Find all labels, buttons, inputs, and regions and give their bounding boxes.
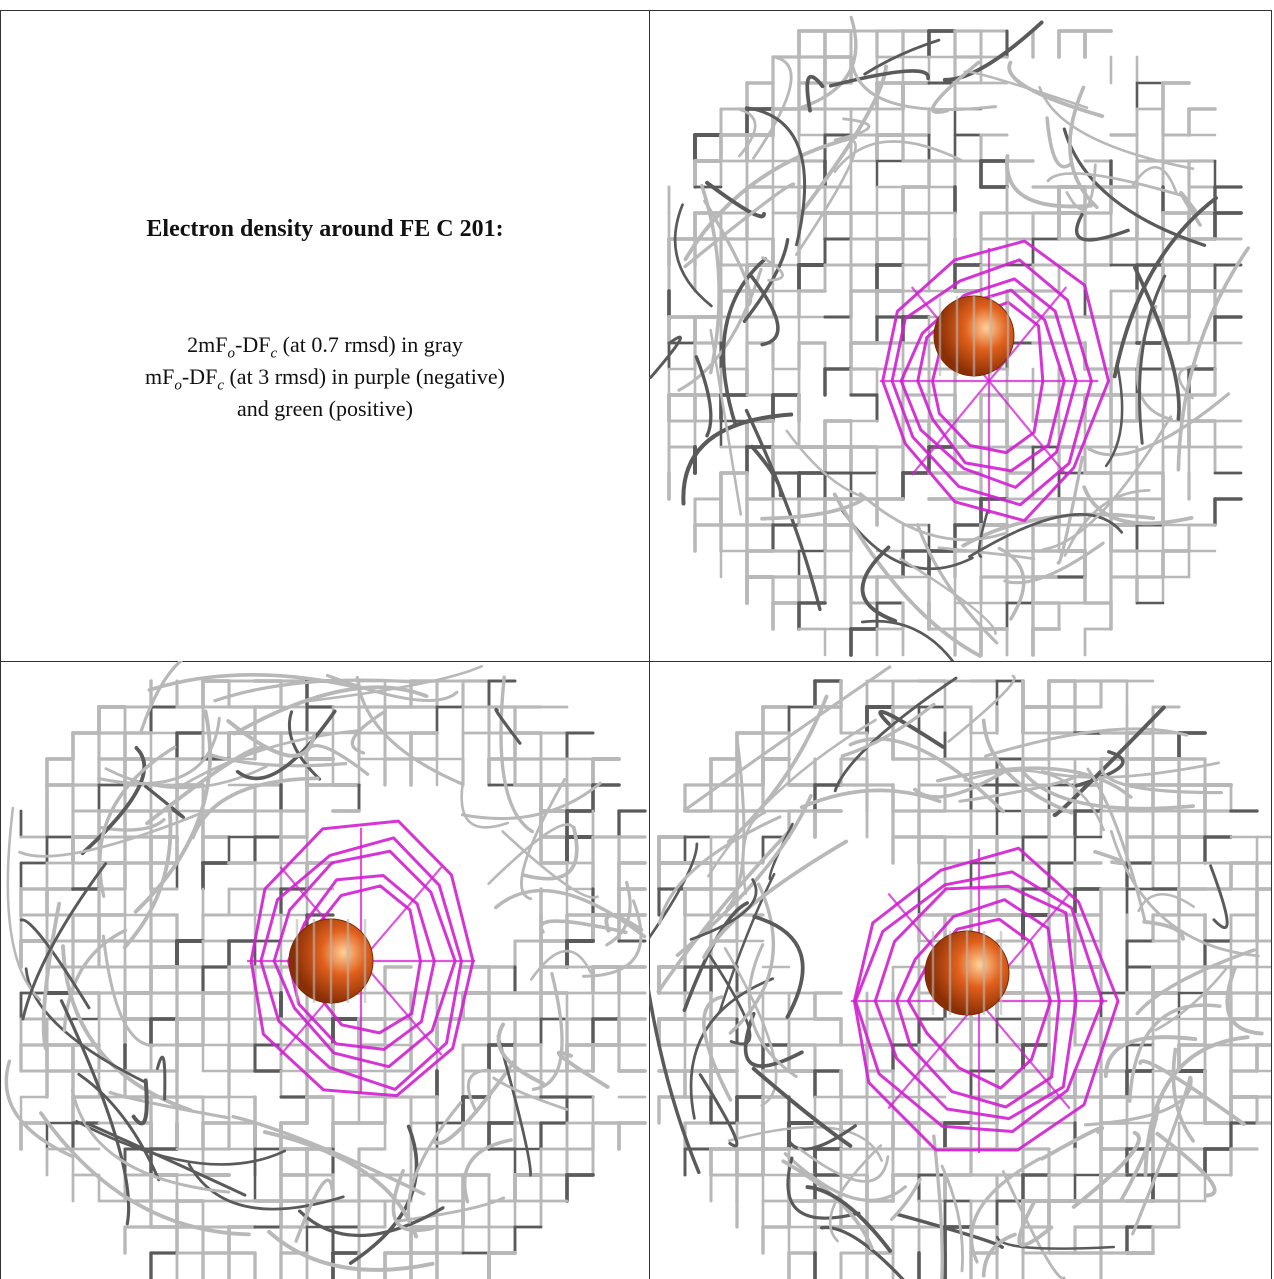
gray-density-mesh — [649, 15, 1251, 661]
density-view-top — [649, 661, 1272, 1279]
caption-line-purple: mFo-DFc (at 3 rmsd) in purple (negative) — [1, 361, 649, 401]
l2-sub1: o — [174, 377, 182, 394]
caption-panel: Electron density around FE C 201: 2mFo-D… — [0, 10, 650, 662]
mesh-panel-2 — [4, 661, 647, 1279]
purple-difference-mesh — [879, 239, 1110, 523]
l1-prefix: 2mF — [187, 332, 228, 357]
mesh-panel-1 — [649, 15, 1251, 661]
mesh-panel-3 — [649, 665, 1271, 1279]
caption-line-green: and green (positive) — [237, 396, 413, 421]
density-view-front — [649, 10, 1272, 662]
l2-mid: -DF — [181, 364, 218, 389]
caption-line-gray: 2mFo-DFc (at 0.7 rmsd) in gray — [1, 329, 649, 369]
gray-density-mesh — [4, 661, 647, 1279]
density-view-side — [0, 661, 650, 1279]
l1-suffix: (at 0.7 rmsd) in gray — [277, 332, 463, 357]
caption-title: Electron density around FE C 201: — [146, 216, 504, 242]
l1-mid: -DF — [235, 332, 271, 357]
l1-sub1: o — [227, 345, 236, 362]
gray-density-mesh — [649, 665, 1271, 1279]
l2-suffix: (at 3 rmsd) in purple (negative) — [223, 364, 505, 389]
l1-sub2: c — [270, 345, 278, 362]
l2-prefix: mF — [145, 364, 175, 389]
l2-sub2: c — [217, 377, 224, 394]
